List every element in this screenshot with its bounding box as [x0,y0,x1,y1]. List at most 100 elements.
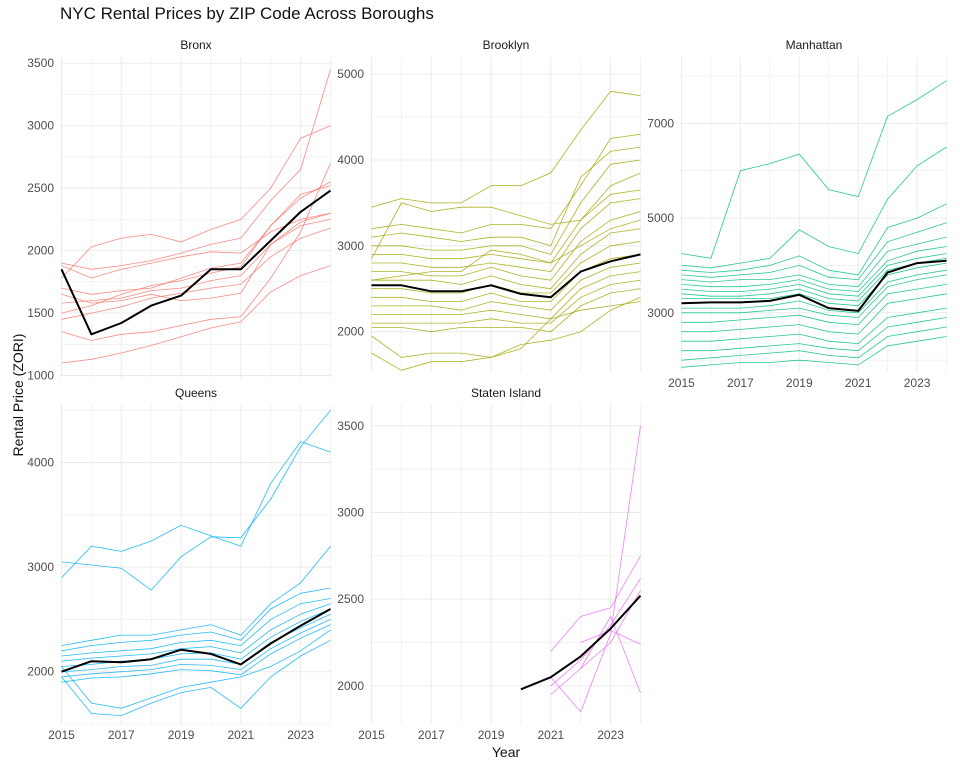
facet-strip-label: Staten Island [471,386,541,400]
zip-series-line [61,608,331,667]
facet-strip-label: Queens [175,386,217,400]
zip-series-line [61,212,331,304]
y-tick-label: 7000 [647,116,674,130]
zip-series-line [681,246,947,292]
y-tick-label: 3000 [647,306,674,320]
y-tick-label: 2000 [337,679,364,693]
zip-series-line [61,639,331,717]
borough-average-line [60,189,332,336]
zip-series-line [371,133,641,234]
zip-series-line [681,274,947,318]
y-tick-label: 4000 [27,456,54,470]
zip-series-line [371,288,641,333]
x-tick-label: 2019 [478,728,505,742]
x-tick-label: 2019 [168,728,195,742]
x-tick-label: 2017 [727,376,754,390]
zip-series-line [681,269,947,314]
zip-series-line [580,629,641,645]
zip-series-line [61,598,331,657]
x-tick-label: 2021 [845,376,872,390]
y-tick-label: 4000 [337,153,364,167]
y-tick-label: 3500 [27,56,54,70]
y-tick-label: 3000 [337,239,364,253]
y-tick-label: 2000 [27,665,54,679]
zip-series-line [371,146,641,247]
zip-series-line [371,172,641,259]
zip-series-line [681,336,947,368]
zip-series-line [371,296,641,358]
y-tick-label: 2500 [337,592,364,606]
facet-panel-staten-island: Staten Island 2000 2500 3000 3500 2015 2017 201… [337,386,642,742]
chart-title: NYC Rental Prices by ZIP Code Across Bor… [60,4,434,23]
zip-series-line [681,80,947,259]
zip-series-line [61,441,331,578]
zip-series-line [681,293,947,335]
zip-series-line [61,624,331,683]
facet-panel-queens: Queens 2000 3000 4000 2015 2017 2019 2021 2023 [27,386,332,742]
zip-series-line [371,219,641,281]
y-tick-label: 3000 [337,505,364,519]
zip-series-line [61,227,331,320]
zip-series-line [371,198,641,273]
y-tick-label: 5000 [337,67,364,81]
facet-panel-manhattan: Manhattan 3000 5000 7000 2015 2017 2019 2021 202… [647,38,948,390]
borough-average-line [520,595,642,691]
zip-series-line [681,203,947,276]
x-tick-label: 2017 [108,728,135,742]
zip-series-line [61,219,331,304]
facet-strip-label: Brooklyn [483,38,530,52]
x-axis-label: Year [491,744,521,760]
y-tick-label: 2000 [27,244,54,258]
zip-series-line [371,301,641,371]
zip-series-line [550,425,641,713]
zip-series-line [371,228,641,290]
zip-series-line [681,262,947,307]
zip-series-line [681,236,947,288]
zip-series-line [61,163,331,341]
x-tick-label: 2017 [418,728,445,742]
panel-grid [370,405,642,724]
zip-series-line [61,69,331,270]
borough-average-line [61,608,331,673]
panel-grid [60,405,332,725]
zip-series-line [681,146,947,269]
y-tick-label: 1500 [27,306,54,320]
zip-series-line [371,90,641,208]
facet-panel-brooklyn: Brooklyn 2000 3000 4000 5000 [337,38,642,372]
zip-series-line [61,125,331,279]
zip-series-line [550,590,641,695]
zip-series-line [681,222,947,281]
zip-series-line [61,587,331,652]
facet-strip-label: Bronx [180,38,211,52]
facet-panel-bronx: Bronx 1000 1500 2000 2500 3000 3500 [27,38,332,383]
panel-grid [680,57,948,372]
zip-series-line [61,265,331,364]
facet-strip-label: Manhattan [786,38,843,52]
zip-series-line [550,578,641,687]
zip-series-line [61,185,331,295]
x-tick-label: 2015 [668,376,695,390]
y-tick-label: 3500 [337,419,364,433]
x-tick-label: 2023 [597,728,624,742]
x-tick-label: 2015 [358,728,385,742]
zip-series-line [681,317,947,352]
y-tick-label: 2500 [27,181,54,195]
zip-series-line [580,615,641,693]
zip-series-line [61,409,331,591]
zip-series-line [681,257,947,302]
x-tick-label: 2019 [786,376,813,390]
y-tick-label: 1000 [27,369,54,383]
zip-series-line [681,307,947,345]
zip-series-line [681,326,947,361]
zip-series-line [371,254,641,303]
y-tick-label: 2000 [337,325,364,339]
zip-series-line [371,159,641,255]
zip-series-line [61,181,331,314]
borough-average-line [681,259,947,312]
zip-series-line [371,241,641,294]
x-tick-label: 2023 [904,376,931,390]
x-tick-label: 2023 [287,728,314,742]
zip-series-line [61,603,331,662]
zip-series-line [681,284,947,326]
